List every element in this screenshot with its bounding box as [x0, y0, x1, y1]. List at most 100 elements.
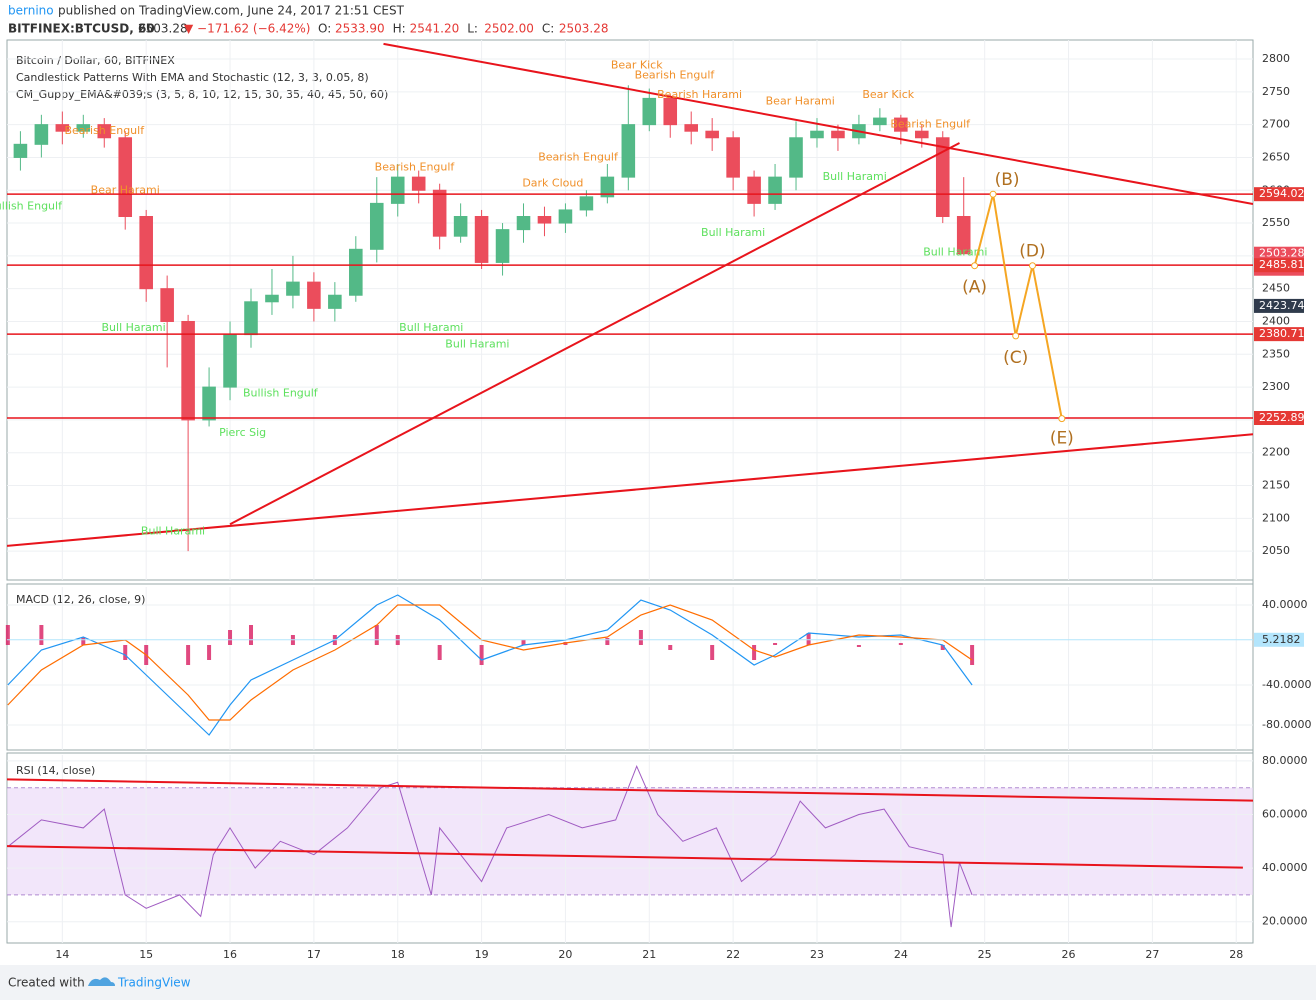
- candle-body: [789, 137, 803, 178]
- author[interactable]: bernino: [8, 4, 54, 18]
- x-tick-label: 25: [978, 948, 992, 961]
- histogram-bar: [228, 630, 233, 645]
- y-tick-label: 2350: [1262, 347, 1290, 360]
- price-label-box: [1254, 411, 1304, 426]
- x-tick-label: 17: [307, 948, 321, 961]
- pattern-label: Pierc Sig: [219, 426, 266, 439]
- histogram-bar: [437, 645, 442, 660]
- x-tick-label: 21: [642, 948, 656, 961]
- published: published on TradingView.com, June 24, 2…: [58, 4, 405, 18]
- candle-body: [579, 196, 594, 211]
- y-tick-label: 2200: [1262, 446, 1290, 459]
- histogram-bar: [186, 645, 191, 665]
- candle-body: [558, 209, 573, 224]
- candle-body: [223, 334, 237, 388]
- y-tick-label: -40.0000: [1262, 678, 1311, 691]
- y-tick-label: -80.0000: [1262, 718, 1311, 731]
- candle-body: [202, 386, 216, 421]
- x-tick-label: 28: [1229, 948, 1243, 961]
- candle-body: [768, 176, 782, 204]
- y-tick-label: 2150: [1262, 479, 1290, 492]
- pattern-label: Bearish Engulf: [64, 124, 145, 137]
- y-tick-label: 2750: [1262, 85, 1290, 98]
- price-label: 2252.89: [1259, 411, 1305, 424]
- pattern-label: Bear Kick: [862, 88, 914, 101]
- histogram-bar: [970, 645, 975, 665]
- histogram-bar: [710, 645, 715, 660]
- candle-body: [76, 124, 91, 132]
- indicator-title: CM_Guppy_EMA&#039;s (3, 5, 8, 10, 12, 15…: [16, 88, 388, 101]
- candle-body: [915, 130, 929, 139]
- candle-body: [369, 202, 384, 250]
- y-tick-label: 40.0000: [1262, 861, 1308, 874]
- pattern-label: Bull Harami: [399, 321, 463, 334]
- y-tick-label: 20.0000: [1262, 915, 1308, 928]
- x-tick-label: 16: [223, 948, 237, 961]
- pattern-label: Bull Harami: [141, 524, 205, 537]
- candle-body: [411, 176, 426, 191]
- candle-body: [160, 288, 174, 322]
- candle-body: [726, 137, 740, 178]
- candle-body: [894, 117, 908, 132]
- histogram-bar: [5, 625, 10, 645]
- candle-body: [810, 130, 824, 139]
- ohlc-value: 2541.20: [410, 22, 460, 36]
- candle-body: [831, 130, 845, 139]
- y-tick-label: 2050: [1262, 544, 1290, 557]
- wave-label: (B): [995, 170, 1020, 190]
- candle-body: [495, 229, 510, 263]
- footer-bar: [0, 965, 1316, 1000]
- candle-body: [935, 137, 950, 218]
- price-label: 2380.71: [1259, 327, 1305, 340]
- candle-body: [600, 176, 615, 198]
- wave-point: [1012, 332, 1020, 340]
- trend-line: [7, 778, 1253, 802]
- rsi-band: [7, 787, 1253, 895]
- candle-body: [537, 216, 552, 224]
- candle-body: [663, 97, 678, 126]
- wave-point: [989, 190, 997, 198]
- histogram-bar: [479, 645, 484, 665]
- candle-body: [34, 124, 49, 145]
- ohlc-value: 2502.00: [484, 22, 534, 36]
- histogram-bar: [752, 645, 757, 660]
- candle-body: [55, 124, 70, 132]
- candle-body: [956, 216, 971, 255]
- y-tick-label: 40.0000: [1262, 598, 1308, 611]
- pattern-label: Bull Harami: [923, 246, 987, 259]
- wave-point: [1028, 262, 1036, 270]
- macd-title: MACD (12, 26, close, 9): [16, 593, 145, 606]
- x-tick-label: 27: [1145, 948, 1159, 961]
- pattern-label: Dark Cloud: [522, 177, 583, 190]
- pattern-label: Bull Harami: [701, 226, 765, 239]
- y-tick-label: 2300: [1262, 380, 1290, 393]
- y-tick-label: 80.0000: [1262, 754, 1308, 767]
- trend-line: [229, 142, 960, 526]
- price-label: 2594.02: [1259, 187, 1305, 200]
- wave-label: (C): [1003, 348, 1028, 368]
- ohlc-key: H:: [393, 22, 406, 36]
- symbol: BITFINEX:BTCUSD, 60: [8, 22, 155, 36]
- candle-body: [244, 301, 258, 336]
- pattern-label: Bull Harami: [102, 321, 166, 334]
- ohlc-key: C:: [542, 22, 554, 36]
- y-tick-label: 2800: [1262, 52, 1290, 65]
- histogram-bar: [638, 630, 643, 645]
- candle-body: [747, 176, 761, 204]
- histogram-bar: [668, 645, 673, 650]
- last-price: 2503.28: [138, 22, 188, 36]
- last-value-box: [1254, 632, 1304, 647]
- histogram-bar: [123, 645, 128, 660]
- y-tick-label: 2400: [1262, 314, 1290, 327]
- x-tick-label: 24: [894, 948, 908, 961]
- x-tick-label: 23: [810, 948, 824, 961]
- footer-brand[interactable]: TradingView: [117, 976, 191, 990]
- histogram-bar: [898, 643, 903, 645]
- candle-body: [181, 320, 195, 421]
- pattern-label: Bearish Engulf: [635, 68, 716, 81]
- candle-body: [97, 124, 112, 139]
- pattern-label: Bull Harami: [823, 170, 887, 183]
- price-label: 2503.28: [1259, 247, 1305, 260]
- candle-body: [684, 124, 698, 132]
